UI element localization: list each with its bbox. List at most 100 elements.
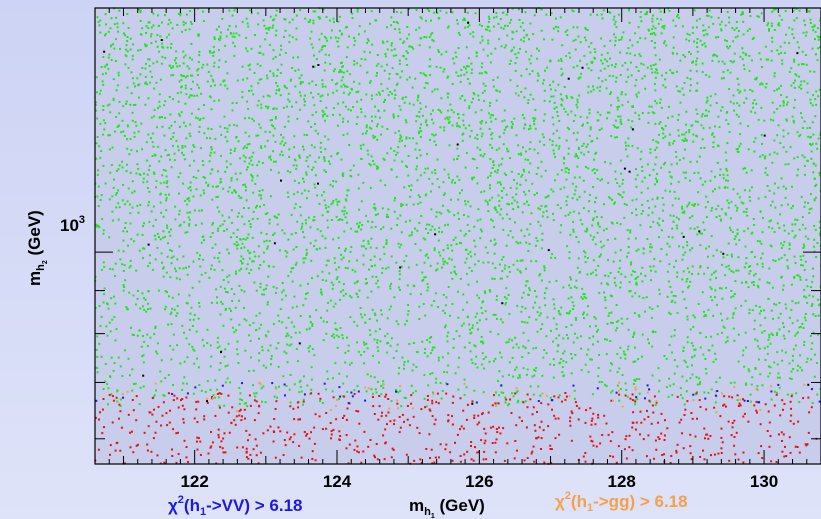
data-point bbox=[474, 245, 477, 248]
data-point bbox=[147, 97, 150, 100]
data-point bbox=[489, 158, 492, 161]
data-point bbox=[122, 269, 125, 272]
data-point bbox=[431, 31, 434, 34]
data-point bbox=[429, 264, 432, 267]
data-point bbox=[163, 104, 166, 107]
data-point bbox=[323, 36, 326, 38]
data-point bbox=[272, 19, 274, 22]
data-point bbox=[159, 201, 162, 204]
data-point bbox=[722, 325, 725, 328]
data-point bbox=[464, 166, 467, 169]
data-point bbox=[269, 119, 272, 122]
data-point bbox=[790, 84, 793, 87]
data-point bbox=[476, 146, 479, 149]
data-point bbox=[302, 375, 305, 378]
data-point bbox=[627, 328, 630, 331]
data-point bbox=[323, 191, 326, 193]
data-point bbox=[507, 404, 510, 407]
data-point bbox=[799, 366, 802, 369]
data-point bbox=[527, 99, 530, 102]
data-point bbox=[480, 230, 483, 233]
data-point bbox=[186, 203, 189, 206]
data-point bbox=[757, 345, 760, 348]
data-point bbox=[704, 45, 707, 48]
data-point bbox=[412, 203, 415, 206]
data-point bbox=[759, 155, 762, 158]
data-point bbox=[709, 286, 712, 289]
data-point bbox=[307, 216, 310, 219]
data-point bbox=[560, 57, 563, 60]
data-point bbox=[634, 292, 637, 295]
data-point bbox=[293, 383, 296, 386]
data-point bbox=[532, 347, 535, 350]
data-point bbox=[792, 205, 794, 207]
data-point bbox=[741, 11, 744, 13]
data-point bbox=[594, 317, 597, 320]
data-point bbox=[498, 147, 501, 150]
data-point bbox=[431, 133, 434, 136]
data-point bbox=[182, 50, 185, 53]
data-point bbox=[327, 301, 330, 304]
data-point bbox=[329, 62, 332, 65]
data-point bbox=[515, 391, 518, 394]
data-point bbox=[396, 343, 399, 346]
data-point bbox=[243, 246, 246, 249]
data-point bbox=[477, 94, 480, 97]
data-point bbox=[444, 312, 446, 315]
data-point bbox=[194, 116, 197, 119]
data-point bbox=[771, 101, 774, 104]
data-point bbox=[535, 237, 538, 240]
data-point bbox=[188, 56, 191, 59]
data-point bbox=[108, 53, 111, 56]
data-point bbox=[382, 246, 385, 249]
data-point bbox=[696, 57, 699, 60]
data-point bbox=[511, 202, 513, 205]
data-point bbox=[490, 114, 493, 116]
data-point bbox=[160, 380, 163, 383]
data-point bbox=[783, 224, 786, 227]
data-point bbox=[182, 23, 185, 26]
data-point bbox=[557, 310, 560, 312]
data-point bbox=[719, 312, 722, 315]
data-point bbox=[818, 304, 821, 307]
data-point bbox=[533, 193, 536, 196]
data-point bbox=[259, 126, 262, 129]
data-point bbox=[502, 11, 505, 14]
data-point bbox=[184, 145, 187, 148]
data-point bbox=[447, 118, 450, 121]
data-point bbox=[134, 85, 136, 88]
data-point bbox=[756, 284, 759, 287]
data-point bbox=[463, 393, 466, 396]
data-point bbox=[769, 342, 772, 345]
data-point bbox=[287, 115, 290, 118]
data-point bbox=[727, 202, 730, 205]
data-point bbox=[337, 20, 340, 23]
data-point bbox=[681, 375, 684, 378]
data-point bbox=[435, 65, 438, 68]
data-point bbox=[427, 167, 430, 170]
data-point bbox=[266, 301, 269, 304]
data-point bbox=[454, 271, 456, 274]
data-point bbox=[346, 221, 348, 224]
data-point bbox=[627, 144, 630, 147]
data-point bbox=[487, 261, 490, 264]
data-point bbox=[626, 317, 629, 320]
data-point bbox=[226, 291, 229, 294]
data-point bbox=[153, 172, 156, 175]
data-point bbox=[529, 127, 532, 130]
data-point bbox=[811, 280, 814, 283]
data-point bbox=[376, 138, 379, 141]
data-point bbox=[656, 222, 659, 225]
data-point bbox=[385, 241, 388, 244]
data-point bbox=[699, 39, 702, 42]
data-point bbox=[660, 18, 662, 21]
data-point bbox=[245, 319, 248, 322]
data-point bbox=[628, 21, 631, 24]
data-point bbox=[619, 73, 622, 76]
data-point bbox=[819, 226, 821, 229]
data-point bbox=[773, 111, 776, 114]
data-point bbox=[481, 340, 484, 343]
data-point bbox=[786, 101, 789, 104]
data-point bbox=[701, 62, 704, 65]
data-point bbox=[468, 266, 471, 269]
